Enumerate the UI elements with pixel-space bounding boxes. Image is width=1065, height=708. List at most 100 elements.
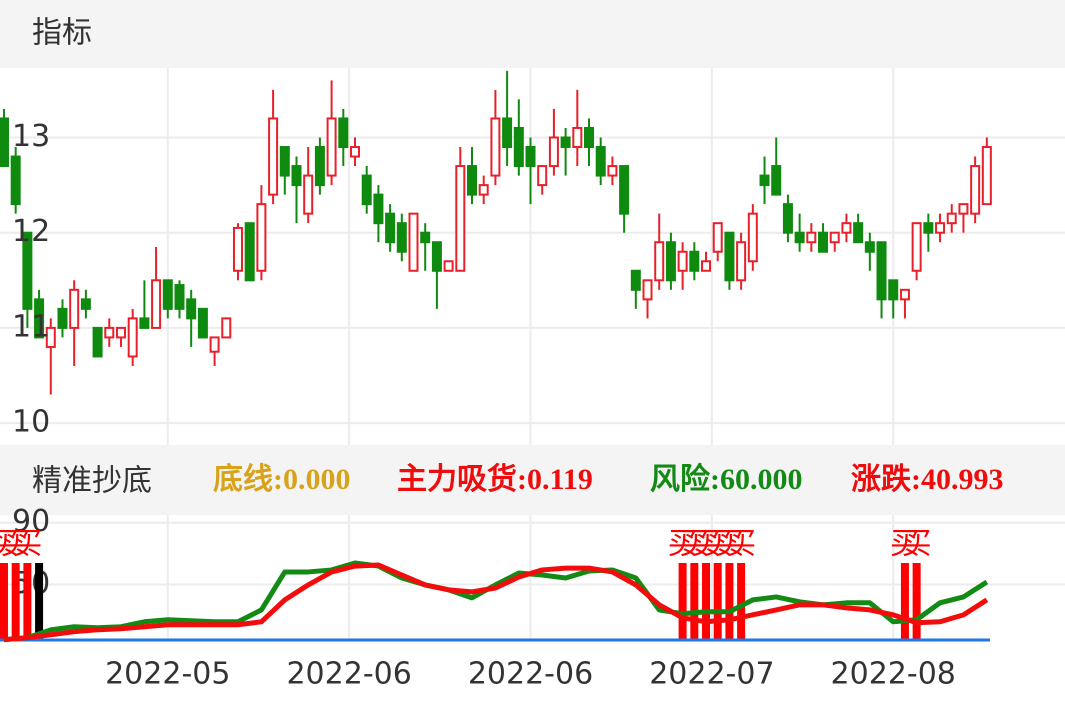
candle-body — [197, 307, 208, 339]
candle-body — [513, 126, 524, 168]
candle-body — [782, 203, 793, 234]
legend-entry: 涨跌:40.993 — [851, 463, 1004, 496]
candle-body — [221, 317, 232, 339]
legend-value: :0.000 — [273, 463, 351, 496]
legend-name: 主力吸货 — [397, 462, 517, 496]
candle-body — [115, 326, 126, 339]
candle-body — [818, 231, 829, 253]
signal-label: 买 — [679, 527, 709, 562]
candle-body — [619, 165, 630, 215]
candle-body — [689, 250, 700, 272]
legend-value: :40.993 — [911, 463, 1004, 496]
candle-body — [408, 212, 419, 272]
candle-body — [794, 231, 805, 244]
signal-label: 买 — [0, 527, 19, 562]
header-title: 指标 — [32, 16, 92, 51]
signal-label: 买 — [1, 527, 31, 562]
candle-body — [747, 212, 758, 263]
candle-body — [595, 146, 606, 177]
signal-label: 买 — [902, 527, 932, 562]
signal-bar — [725, 563, 734, 640]
mark-bar — [35, 563, 44, 640]
candle-body — [69, 288, 80, 329]
candle-body — [350, 146, 360, 158]
legend-name: 涨跌 — [851, 463, 911, 496]
candle-body — [630, 269, 641, 291]
candle-body — [373, 193, 384, 225]
x-tick-label: 2022-08 — [831, 657, 956, 692]
legend-value: :60.000 — [710, 463, 803, 496]
y-tick-label: 10 — [12, 405, 50, 440]
legend-entry: 风险:60.000 — [650, 462, 803, 496]
candle-body — [80, 298, 91, 310]
candle-body — [525, 146, 536, 168]
signal-label: 买 — [726, 527, 756, 562]
candle-body — [981, 146, 992, 206]
candle-body — [338, 117, 349, 149]
candle-body — [584, 126, 595, 149]
signal-bar — [737, 563, 746, 640]
candle-body — [314, 146, 325, 187]
candle-body — [22, 231, 33, 310]
candle-body — [92, 326, 103, 358]
legend-name: 底线 — [213, 463, 273, 496]
signal-bar — [900, 563, 909, 640]
candle-body — [701, 260, 712, 272]
candle-body — [607, 165, 618, 177]
candle-body — [572, 126, 583, 149]
candle-body — [502, 117, 513, 149]
y-tick-label: 11 — [12, 309, 50, 344]
candle-body — [958, 203, 969, 215]
signal-label: 买 — [703, 527, 733, 562]
candle-body — [45, 326, 56, 348]
candle-body — [127, 317, 138, 358]
candle-body — [34, 298, 45, 339]
signal-bar — [0, 563, 8, 640]
candle-body — [946, 212, 957, 225]
legend-value: :0.119 — [517, 463, 593, 496]
candle-body — [326, 117, 337, 177]
signal-bar — [678, 563, 687, 640]
y-tick-label: 90 — [12, 504, 50, 539]
candle-body — [467, 165, 478, 196]
candle-body — [268, 117, 279, 196]
candle-body — [431, 241, 442, 272]
candle-body — [665, 241, 676, 282]
x-tick-label: 2022-06 — [468, 657, 593, 692]
legend-name: 风险 — [650, 462, 711, 496]
candle-body — [291, 165, 302, 187]
candle-body — [151, 279, 162, 329]
candle-body — [478, 184, 489, 196]
candle-body — [104, 326, 115, 339]
signal-bar — [690, 563, 699, 640]
x-tick-label: 2022-07 — [649, 657, 774, 692]
candle-body — [186, 298, 197, 320]
candle-body — [209, 336, 220, 353]
candle-body — [935, 222, 946, 234]
candle-body — [279, 146, 290, 177]
panel-bar — [0, 445, 1065, 515]
candle-body — [853, 222, 864, 244]
panel-title: 精准抄底 — [32, 464, 152, 499]
candle-body — [712, 222, 723, 253]
signal-bar — [23, 563, 32, 640]
candle-body — [455, 165, 466, 272]
candle-body — [923, 222, 934, 234]
legend-entry: 底线:0.000 — [213, 463, 351, 496]
candle-body — [771, 165, 782, 196]
candle-body — [420, 231, 431, 244]
candle-body — [174, 284, 185, 310]
signal-label: 买 — [714, 527, 744, 562]
candle-body — [888, 279, 899, 301]
y-tick-label: 13 — [12, 119, 50, 154]
signal-bar — [702, 563, 711, 640]
x-tick-label: 2022-05 — [105, 657, 230, 692]
signal-label: 买 — [890, 527, 920, 562]
candle-body — [759, 174, 770, 187]
candle-body — [490, 117, 501, 177]
candle-body — [806, 231, 817, 244]
candle-body — [642, 279, 653, 301]
candle-body — [560, 136, 571, 149]
